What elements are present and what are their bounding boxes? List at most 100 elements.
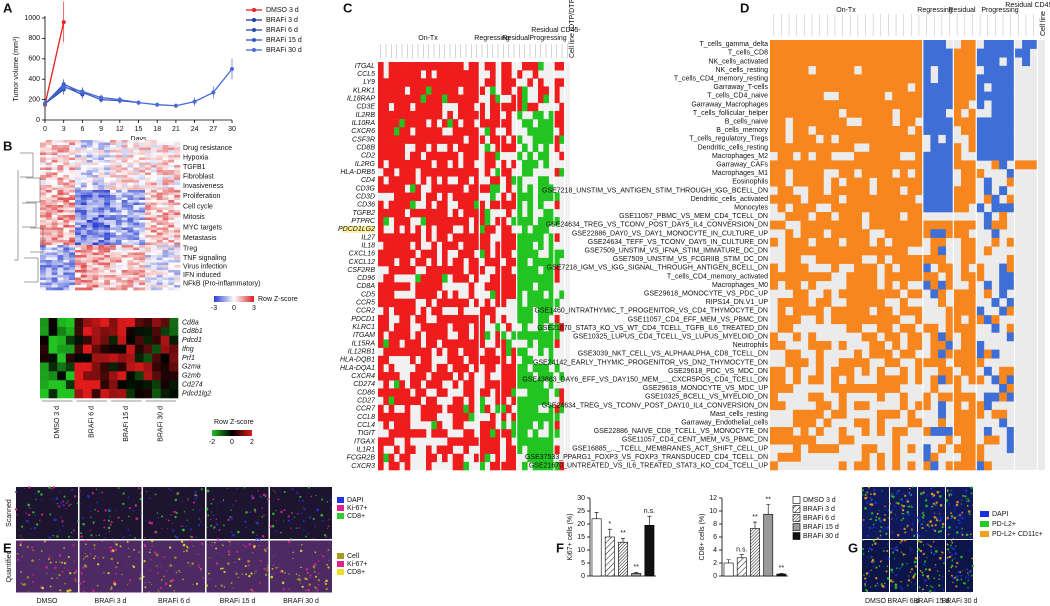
heatmap-cell <box>87 153 93 156</box>
heatmap-cell <box>522 62 528 70</box>
heatmap-cell <box>405 176 411 184</box>
heatmap-cell <box>823 109 831 118</box>
row-label: GSE21670_UNTREATED_VS_IL6_TREATED_STAT3_… <box>529 463 768 470</box>
heatmap-cell <box>63 155 69 158</box>
heatmap-cell <box>145 215 151 218</box>
micrograph-speck <box>207 527 208 528</box>
heatmap-cell <box>426 135 432 143</box>
heatmap-cell <box>139 228 145 231</box>
heatmap-cell <box>110 185 116 188</box>
micrograph-speck <box>172 523 173 524</box>
micrograph-speck <box>326 536 328 538</box>
heatmap-cell <box>63 235 69 238</box>
heatmap-cell <box>808 186 816 195</box>
heatmap-cell <box>961 160 969 169</box>
heatmap-cell <box>923 49 931 58</box>
row-label: NFkB (Pro-inflammatory) <box>183 280 260 287</box>
micrograph-speck <box>146 491 147 492</box>
heatmap-cell <box>122 203 128 206</box>
heatmap-cell <box>770 332 778 341</box>
heatmap-cell <box>145 235 151 238</box>
heatmap-cell <box>174 160 180 163</box>
heatmap-cell <box>133 238 139 241</box>
heatmap-cell <box>104 218 110 221</box>
heatmap-cell <box>133 180 139 183</box>
heatmap-cell <box>122 228 128 231</box>
heatmap-cell <box>426 405 432 413</box>
heatmap-b2 <box>40 318 178 398</box>
heatmap-cell <box>399 193 405 201</box>
heatmap-cell <box>426 339 432 347</box>
heatmap-cell <box>421 103 427 111</box>
heatmap-cell <box>421 413 427 421</box>
heatmap-cell <box>426 380 432 388</box>
heatmap-cell <box>104 210 110 213</box>
heatmap-cell <box>75 336 84 345</box>
micrograph-speck <box>161 528 162 529</box>
heatmap-cell <box>554 299 560 307</box>
group-label: On-Tx <box>836 7 856 14</box>
heatmap-cell <box>453 135 459 143</box>
heatmap-cell <box>98 195 104 198</box>
point <box>99 96 103 100</box>
heatmap-cell <box>151 255 157 258</box>
heatmap-cell <box>128 195 134 198</box>
heatmap-cell <box>75 163 81 166</box>
heatmap-cell <box>885 109 893 118</box>
heatmap-cell <box>151 163 157 166</box>
micrograph-speck <box>278 567 279 568</box>
heatmap-cell <box>854 83 862 92</box>
heatmap-cell <box>58 270 64 273</box>
micrograph-speck <box>230 545 231 546</box>
heatmap-cell <box>801 169 809 178</box>
heatmap-cell <box>854 92 862 101</box>
heatmap-cell <box>58 240 64 243</box>
heatmap-cell <box>1007 384 1015 393</box>
heatmap-cell <box>116 260 122 263</box>
heatmap-cell <box>378 78 384 86</box>
heatmap-cell <box>961 264 969 273</box>
micrograph-speck <box>215 548 217 550</box>
heatmap-cell <box>81 150 87 153</box>
heatmap-cell <box>999 289 1007 298</box>
heatmap-cell <box>151 280 157 283</box>
micrograph-speck <box>877 513 879 515</box>
heatmap-cell <box>75 230 81 233</box>
heatmap-cell <box>145 228 151 231</box>
heatmap-cell <box>163 230 169 233</box>
heatmap-cell <box>885 350 893 359</box>
heatmap-cell <box>163 165 169 168</box>
micrograph-speck <box>20 571 22 573</box>
heatmap-cell <box>831 100 839 109</box>
heatmap-cell <box>151 253 157 256</box>
heatmap-cell <box>58 245 64 248</box>
heatmap-cell <box>801 264 809 273</box>
heatmap-cell <box>378 144 384 152</box>
heatmap-cell <box>854 461 862 470</box>
heatmap-cell <box>40 168 46 171</box>
micrograph-speck <box>52 535 54 537</box>
heatmap-cell <box>543 282 549 290</box>
heatmap-cell <box>930 126 938 135</box>
heatmap-cell <box>81 193 87 196</box>
heatmap-cell <box>992 109 1000 118</box>
heatmap-cell <box>831 178 839 187</box>
heatmap-cell <box>128 180 134 183</box>
row-label: GSE7509_UNSTIM_VS_FCGRIIB_STIM_DC_DN <box>613 256 768 263</box>
heatmap-cell <box>110 240 116 243</box>
heatmap-cell <box>463 160 469 168</box>
heatmap-cell <box>87 258 93 261</box>
heatmap-cell <box>517 95 523 103</box>
heatmap-cell <box>139 185 145 188</box>
heatmap-cell <box>151 275 157 278</box>
heatmap-cell <box>152 354 161 363</box>
heatmap-cell <box>52 275 58 278</box>
heatmap-cell <box>152 327 161 336</box>
heatmap-cell <box>98 153 104 156</box>
heatmap-cell <box>63 263 69 266</box>
heatmap-cell <box>517 405 523 413</box>
heatmap-cell <box>793 410 801 419</box>
group-label: Residual CD45- <box>1005 2 1050 9</box>
heatmap-cell <box>808 221 816 230</box>
heatmap-cell <box>869 444 877 453</box>
